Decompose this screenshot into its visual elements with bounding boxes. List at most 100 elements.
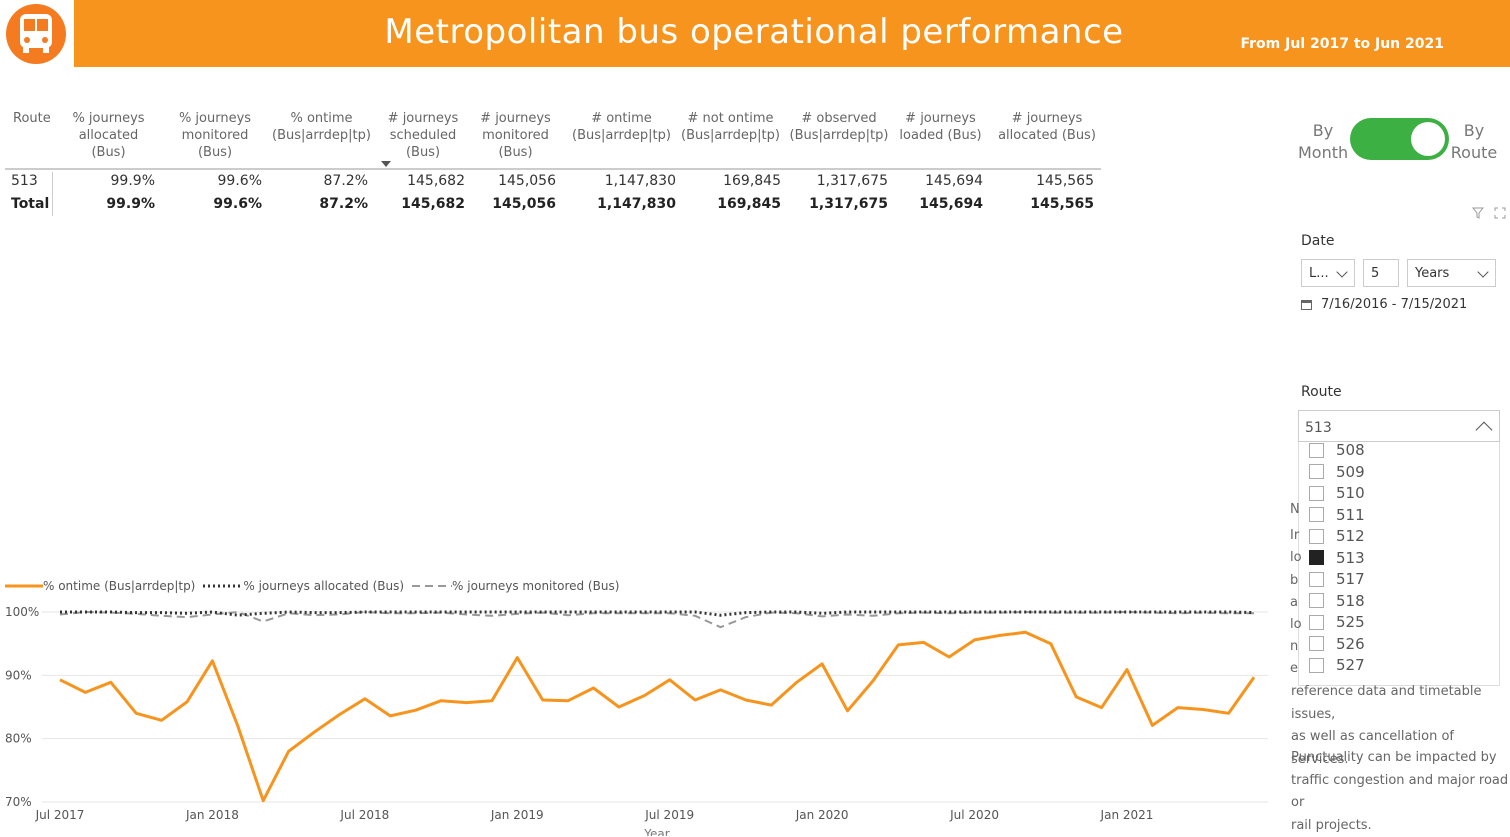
checkbox[interactable] [1309,615,1324,630]
table-cell: 99.9% [57,173,155,189]
checkbox[interactable] [1309,507,1324,522]
column-header-line: # not ontime [675,110,786,127]
notes-line: Punctuality can be impacted by [1291,747,1510,770]
expand-icon[interactable] [1494,207,1506,222]
route-option-509[interactable]: 509 [1309,462,1365,482]
legend-item-monitored[interactable]: % journeys monitored (Bus) [408,579,619,593]
table-cell: 145,056 [470,173,556,189]
y-tick-label: 100% [5,605,39,619]
toggle-label-by-month: By Month [1298,120,1348,164]
date-mode-dropdown[interactable]: L... [1301,259,1355,287]
column-header-line: # observed [785,110,893,127]
date-unit-value: Years [1415,266,1449,281]
legend-label: % journeys allocated (Bus) [243,579,404,593]
column-header-line: monitored [470,127,561,144]
notes-fragment: lo [1290,617,1302,632]
table-cell: 99.9% [57,196,155,212]
table-cell: 99.6% [163,173,262,189]
route-option-label: 508 [1336,442,1365,459]
column-header[interactable]: % ontime(Bus|arrdep|tp) [270,110,373,144]
table-cell: 145,694 [893,173,983,189]
checkbox[interactable] [1309,572,1324,587]
legend-label: % ontime (Bus|arrdep|tp) [43,579,195,593]
legend-item-ontime[interactable]: % ontime (Bus|arrdep|tp) [5,579,195,593]
view-toggle-switch[interactable] [1350,118,1449,160]
x-axis-title: Year [643,827,669,836]
route-option-label: 511 [1336,506,1365,524]
route-option-527[interactable]: 527 [1309,655,1365,675]
column-header-line: monitored [163,127,267,144]
route-option-511[interactable]: 511 [1309,505,1365,525]
chevron-up-icon [1476,422,1493,439]
table-cell: 169,845 [675,196,781,212]
column-header-line: % journeys [163,110,267,127]
column-header[interactable]: # ontime(Bus|arrdep|tp) [562,110,681,144]
table-cell: 87.2% [270,173,368,189]
checkbox[interactable] [1309,658,1324,673]
route-option-510[interactable]: 510 [1309,483,1365,503]
table-cell: 1,147,830 [562,196,676,212]
column-header-line: scheduled [376,127,470,144]
checkbox[interactable] [1309,636,1324,651]
series-ontime-line[interactable] [60,632,1254,800]
legend-label: % journeys monitored (Bus) [452,579,619,593]
date-count-value: 5 [1371,266,1379,281]
column-header[interactable]: # not ontime(Bus|arrdep|tp) [675,110,786,144]
checkbox[interactable] [1309,550,1324,565]
route-selected-value: 513 [1305,420,1332,436]
column-header-line: (Bus|arrdep|tp) [562,127,681,144]
header-bar: Metropolitan bus operational performance… [74,0,1510,67]
column-header-line: # ontime [562,110,681,127]
checkbox[interactable] [1309,593,1324,608]
route-option-508[interactable]: 508 [1309,442,1365,460]
table-cell: 145,565 [995,196,1094,212]
legend-item-allocated[interactable]: % journeys allocated (Bus) [199,579,404,593]
route-option-label: 517 [1336,570,1365,588]
column-header[interactable]: # observed(Bus|arrdep|tp) [785,110,893,144]
route-option-518[interactable]: 518 [1309,591,1365,611]
checkbox[interactable] [1309,443,1324,458]
date-count-input[interactable]: 5 [1363,259,1399,287]
x-tick-label: Jan 2021 [1100,808,1154,822]
route-option-512[interactable]: 512 [1309,526,1365,546]
series-monitored-line[interactable] [60,612,1254,627]
route-option-526[interactable]: 526 [1309,634,1365,654]
table-cell: 1,317,675 [785,173,888,189]
route-option-517[interactable]: 517 [1309,569,1365,589]
checkbox[interactable] [1309,464,1324,479]
checkbox[interactable] [1309,529,1324,544]
route-option-513[interactable]: 513 [1309,548,1365,568]
route-option-label: 510 [1336,484,1365,502]
column-header-line: allocated (Bus) [995,127,1099,144]
notes-fragment: a [1290,595,1298,610]
x-tick-label: Jan 2020 [795,808,849,822]
column-header-line: # journeys [470,110,561,127]
filter-icon[interactable] [1472,207,1484,223]
route-option-label: 525 [1336,613,1365,631]
table-cell: 1,317,675 [785,196,888,212]
checkbox[interactable] [1309,486,1324,501]
route-option-525[interactable]: 525 [1309,612,1365,632]
route-option-label: 512 [1336,527,1365,545]
route-dropdown[interactable]: 513 [1298,410,1500,442]
notes-fragment: Ir [1290,528,1299,543]
notes-line: rail projects. [1291,815,1510,837]
chart-legend: % ontime (Bus|arrdep|tp) % journeys allo… [5,579,623,593]
date-unit-dropdown[interactable]: Years [1407,259,1496,287]
date-filter-label: Date [1301,233,1334,249]
sort-desc-icon[interactable] [381,161,391,167]
y-tick-label: 90% [5,668,32,682]
column-header-line: % journeys [57,110,160,127]
